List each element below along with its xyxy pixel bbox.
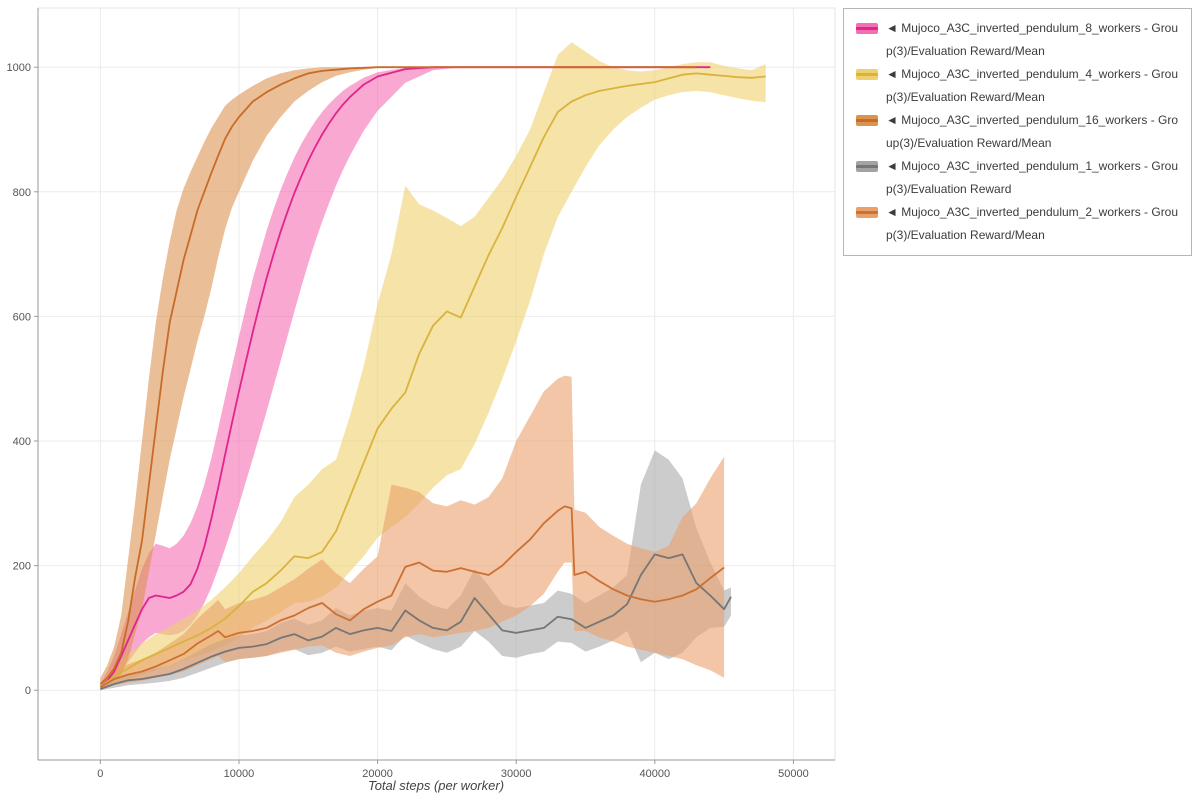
y-tick-label: 0 bbox=[25, 685, 31, 697]
collapse-triangle-icon: ◄ bbox=[886, 205, 902, 219]
series-band-pendulum-8-workers bbox=[100, 67, 711, 691]
collapse-triangle-icon: ◄ bbox=[886, 113, 902, 127]
legend-swatch-icon bbox=[856, 161, 878, 172]
series-band-pendulum-1-workers bbox=[100, 450, 731, 691]
y-tick-label: 400 bbox=[13, 436, 31, 448]
y-tick-label: 800 bbox=[13, 187, 31, 199]
x-tick-label: 50000 bbox=[778, 768, 809, 780]
legend-swatch-icon bbox=[856, 23, 878, 34]
legend-box: ◄ Mujoco_A3C_inverted_pendulum_8_workers… bbox=[843, 8, 1192, 256]
legend-swatch-icon bbox=[856, 207, 878, 218]
series-band-pendulum-2-workers bbox=[100, 375, 725, 691]
legend-item-pendulum-16-workers[interactable]: ◄ Mujoco_A3C_inverted_pendulum_16_worker… bbox=[856, 109, 1179, 155]
legend-label: ◄ Mujoco_A3C_inverted_pendulum_8_workers… bbox=[886, 21, 1179, 58]
legend-swatch-line-icon bbox=[856, 73, 878, 76]
legend-item-pendulum-8-workers[interactable]: ◄ Mujoco_A3C_inverted_pendulum_8_workers… bbox=[856, 17, 1179, 63]
legend-swatch-line-icon bbox=[856, 165, 878, 168]
series-band-pendulum-4-workers bbox=[100, 42, 766, 691]
x-tick-label: 30000 bbox=[501, 768, 532, 780]
legend-label: ◄ Mujoco_A3C_inverted_pendulum_16_worker… bbox=[886, 113, 1179, 150]
legend-item-pendulum-1-workers[interactable]: ◄ Mujoco_A3C_inverted_pendulum_1_workers… bbox=[856, 155, 1179, 201]
legend-swatch-line-icon bbox=[856, 119, 878, 122]
y-tick-label: 600 bbox=[13, 311, 31, 323]
series-line-pendulum-16-workers bbox=[99, 66, 697, 685]
series-line-pendulum-1-workers bbox=[100, 553, 732, 690]
collapse-triangle-icon: ◄ bbox=[886, 67, 902, 81]
legend-swatch-icon bbox=[856, 115, 878, 126]
collapse-triangle-icon: ◄ bbox=[886, 21, 902, 35]
legend-label: ◄ Mujoco_A3C_inverted_pendulum_4_workers… bbox=[886, 67, 1179, 104]
y-tick-label: 1000 bbox=[7, 62, 31, 74]
series-line-pendulum-2-workers bbox=[99, 505, 725, 688]
x-tick-label: 40000 bbox=[640, 768, 671, 780]
series-line-pendulum-4-workers bbox=[99, 72, 766, 688]
collapse-triangle-icon: ◄ bbox=[886, 159, 902, 173]
legend-swatch-icon bbox=[856, 69, 878, 80]
legend-item-pendulum-4-workers[interactable]: ◄ Mujoco_A3C_inverted_pendulum_4_workers… bbox=[856, 63, 1179, 109]
legend-item-pendulum-2-workers[interactable]: ◄ Mujoco_A3C_inverted_pendulum_2_workers… bbox=[856, 201, 1179, 247]
legend-swatch-line-icon bbox=[856, 211, 878, 214]
x-tick-label: 20000 bbox=[362, 768, 393, 780]
legend-label: ◄ Mujoco_A3C_inverted_pendulum_2_workers… bbox=[886, 205, 1179, 242]
legend-label: ◄ Mujoco_A3C_inverted_pendulum_1_workers… bbox=[886, 159, 1179, 196]
x-tick-label: 0 bbox=[97, 768, 103, 780]
x-tick-label: 10000 bbox=[224, 768, 255, 780]
x-axis-label: Total steps (per worker) bbox=[368, 778, 504, 793]
y-tick-label: 200 bbox=[13, 561, 31, 573]
legend-swatch-line-icon bbox=[856, 27, 878, 30]
